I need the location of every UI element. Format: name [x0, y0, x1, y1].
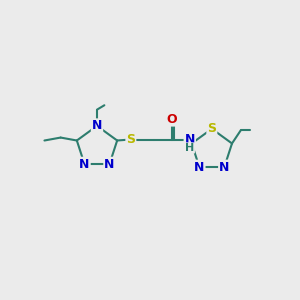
Text: S: S	[126, 133, 135, 146]
Text: S: S	[207, 122, 216, 135]
Text: N: N	[104, 158, 115, 171]
Text: N: N	[184, 133, 195, 146]
Text: N: N	[80, 158, 90, 171]
Text: N: N	[194, 161, 205, 174]
Text: O: O	[167, 112, 177, 126]
Text: H: H	[185, 143, 194, 153]
Text: N: N	[219, 161, 230, 174]
Text: N: N	[92, 119, 102, 132]
